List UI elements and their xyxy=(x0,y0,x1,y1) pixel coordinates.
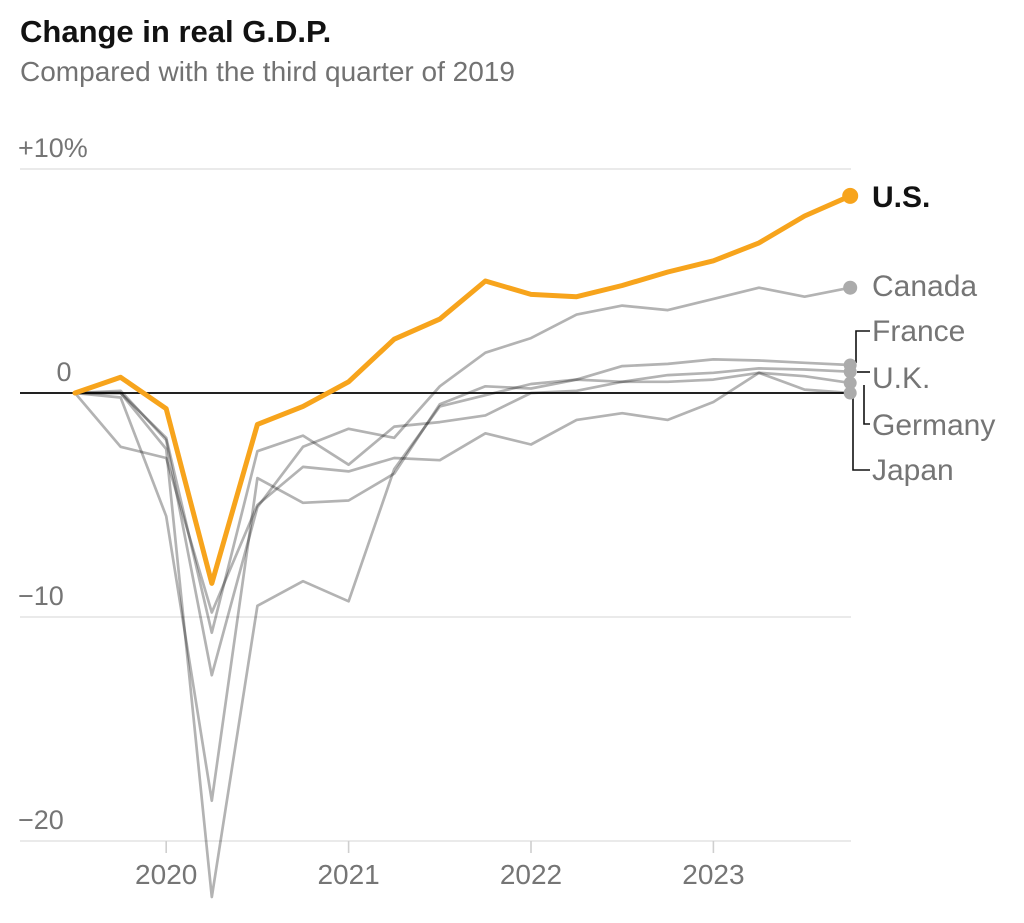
y-axis-label--20: −20 xyxy=(18,805,64,835)
legend-label-uk: U.K. xyxy=(872,362,930,395)
chart-header: Change in real G.D.P. Compared with the … xyxy=(20,14,860,88)
series-line-us xyxy=(72,193,853,586)
series-endpoint-dot-germany xyxy=(843,376,857,390)
series-line-canada xyxy=(73,286,852,677)
series-line-france xyxy=(73,358,852,803)
y-axis-label--10: −10 xyxy=(18,581,64,611)
series-endpoint-dot-canada xyxy=(843,280,858,295)
label-connector-japan xyxy=(852,396,870,471)
legend-label-canada: Canada xyxy=(872,270,977,303)
series-line-uk xyxy=(73,367,852,899)
x-axis-label-2023: 2023 xyxy=(682,859,744,890)
label-connector-germany xyxy=(863,385,870,425)
chart-title: Change in real G.D.P. xyxy=(20,14,332,49)
y-axis-label-10: +10% xyxy=(18,133,88,163)
label-connector-france xyxy=(855,330,870,363)
series-endpoint-dot-uk xyxy=(843,365,857,379)
x-axis-label-2020: 2020 xyxy=(135,859,197,890)
legend-label-us: U.S. xyxy=(872,181,930,214)
series-line-japan xyxy=(73,371,852,614)
series-endpoint-dot-us xyxy=(842,187,859,204)
y-axis-label-0: 0 xyxy=(56,357,71,387)
x-axis-label-2022: 2022 xyxy=(500,859,562,890)
legend-label-japan: Japan xyxy=(872,454,954,487)
x-axis-label-2021: 2021 xyxy=(317,859,379,890)
series-endpoint-dot-japan xyxy=(843,386,857,400)
chart-subtitle: Compared with the third quarter of 2019 xyxy=(20,55,515,87)
series-line-germany xyxy=(73,371,852,635)
legend-label-germany: Germany xyxy=(872,409,995,442)
legend-label-france: France xyxy=(872,315,965,348)
